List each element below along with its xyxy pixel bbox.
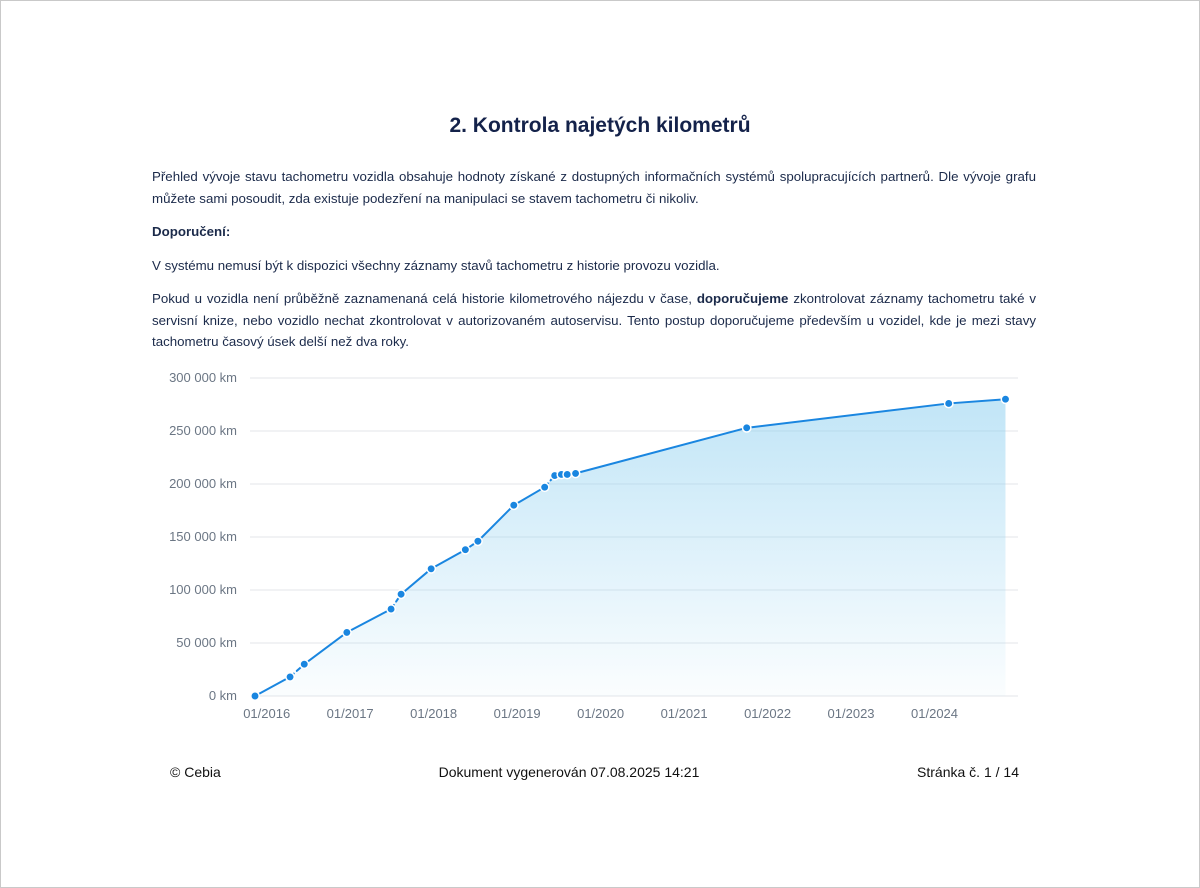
y-axis-labels: 0 km 50 000 km 100 000 km 150 000 km 200 000…: [169, 370, 237, 703]
section-content: Přehled vývoje stavu tachometru vozidla …: [152, 166, 1036, 365]
odometer-points: [250, 394, 1011, 701]
series-line-segment: [574, 426, 748, 475]
footer-page-number: Stránka č. 1 / 14: [917, 764, 1019, 780]
y-tick-label: 250 000 km: [169, 423, 237, 438]
y-tick-label: 100 000 km: [169, 582, 237, 597]
series-line-segment: [745, 402, 950, 429]
footer-copyright: © Cebia: [170, 764, 221, 780]
x-tick-label: 01/2018: [410, 706, 457, 721]
series-line-segment: [345, 608, 393, 634]
x-tick-label: 01/2017: [327, 706, 374, 721]
data-point[interactable]: [426, 563, 437, 574]
section-title: 2. Kontrola najetých kilometrů: [449, 114, 751, 137]
series-line-segment: [476, 504, 515, 543]
advice-text-end: zkontrolovat záznamy tachometru také v s…: [152, 291, 1036, 349]
series-line-segment: [254, 675, 292, 697]
note-paragraph: V systému nemusí být k dispozici všechny…: [152, 257, 720, 273]
odometer-chart: 0 km 50 000 km 100 000 km 150 000 km 200 000…: [169, 370, 1018, 721]
advice-emphasis: doporučujeme: [696, 291, 789, 306]
data-point[interactable]: [341, 627, 352, 638]
data-point[interactable]: [508, 500, 519, 511]
y-tick-label: 50 000 km: [176, 635, 237, 650]
data-point[interactable]: [539, 482, 550, 493]
data-point[interactable]: [250, 691, 260, 701]
data-point[interactable]: [1000, 394, 1011, 405]
series-line-segment: [512, 486, 546, 507]
series-line-segment: [947, 398, 1007, 405]
y-tick-label: 0 km: [209, 688, 237, 703]
series-line-segment: [400, 567, 433, 596]
series-line-segment: [430, 548, 467, 570]
x-tick-label: 01/2016: [243, 706, 290, 721]
x-tick-label: 01/2021: [661, 706, 708, 721]
recommendation-heading: Doporučení:: [152, 224, 231, 239]
odometer-line: [254, 398, 1007, 697]
x-axis-labels: 01/2016 01/2017 01/2018 01/2019 01/2020 01/20…: [243, 706, 958, 721]
x-tick-label: 01/2020: [577, 706, 624, 721]
x-tick-label: 01/2023: [828, 706, 875, 721]
data-point[interactable]: [460, 544, 471, 555]
x-tick-label: 01/2019: [494, 706, 541, 721]
y-tick-label: 300 000 km: [169, 370, 237, 385]
series-line-segment: [303, 631, 348, 666]
data-point[interactable]: [570, 468, 581, 479]
data-point[interactable]: [741, 422, 752, 433]
advice-text-start: Pokud u vozidla není průběžně zaznamenan…: [152, 291, 692, 306]
advice-paragraph: Pokud u vozidla není průběžně zaznamenan…: [152, 288, 1036, 353]
y-tick-label: 200 000 km: [169, 476, 237, 491]
odometer-area: [255, 399, 1006, 696]
data-point[interactable]: [943, 398, 954, 409]
data-point[interactable]: [299, 659, 310, 670]
data-point[interactable]: [562, 469, 573, 480]
intro-paragraph: Přehled vývoje stavu tachometru vozidla …: [152, 169, 1036, 206]
data-point[interactable]: [396, 589, 407, 600]
x-tick-label: 01/2024: [911, 706, 958, 721]
data-point[interactable]: [285, 671, 296, 682]
data-point[interactable]: [386, 604, 397, 615]
y-tick-label: 150 000 km: [169, 529, 237, 544]
data-point[interactable]: [472, 536, 483, 547]
x-tick-label: 01/2022: [744, 706, 791, 721]
footer-generated: Dokument vygenerován 07.08.2025 14:21: [438, 764, 700, 780]
